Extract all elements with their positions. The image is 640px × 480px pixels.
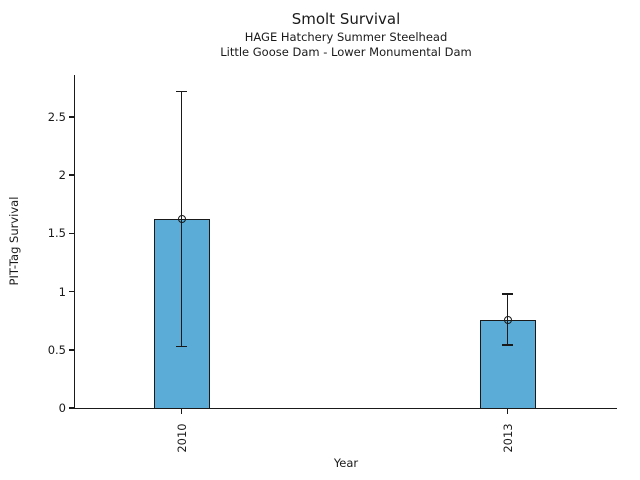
mean-marker-2010 bbox=[177, 215, 186, 224]
chart-subtitle-line1: HAGE Hatchery Summer Steelhead bbox=[244, 30, 448, 44]
x-tick-label-2013: 2013 bbox=[500, 423, 515, 453]
error-cap-top-2013 bbox=[502, 293, 513, 295]
y-tick-label-1.5: 1.5 bbox=[47, 226, 66, 241]
y-tick-label-2.5: 2.5 bbox=[47, 109, 66, 124]
x-axis-label: Year bbox=[333, 456, 359, 470]
error-cap-top-2010 bbox=[176, 90, 187, 93]
y-tick-label-0: 0 bbox=[58, 401, 66, 415]
y-tick-mark-2.5 bbox=[69, 116, 74, 118]
y-axis-spine bbox=[73, 75, 75, 409]
x-axis-spine bbox=[73, 407, 617, 409]
y-tick-label-0.5: 0.5 bbox=[47, 342, 66, 357]
y-tick-mark-0.5 bbox=[69, 349, 74, 351]
y-tick-mark-0 bbox=[69, 407, 74, 409]
chart-subtitle-line2: Little Goose Dam - Lower Monumental Dam bbox=[220, 45, 472, 59]
y-tick-mark-2 bbox=[69, 174, 74, 176]
error-cap-bottom-2013 bbox=[502, 344, 513, 346]
y-tick-label-1: 1 bbox=[58, 284, 66, 299]
x-tick-mark-2013 bbox=[506, 409, 509, 414]
error-cap-bottom-2010 bbox=[176, 345, 187, 348]
x-tick-label-2010: 2010 bbox=[174, 423, 189, 453]
y-tick-mark-1 bbox=[69, 290, 74, 293]
y-tick-mark-1.5 bbox=[69, 232, 74, 235]
x-tick-mark-2010 bbox=[180, 409, 183, 414]
y-tick-label-2: 2 bbox=[58, 168, 66, 183]
chart-title: Smolt Survival bbox=[291, 10, 401, 28]
mean-marker-2013 bbox=[503, 315, 512, 324]
